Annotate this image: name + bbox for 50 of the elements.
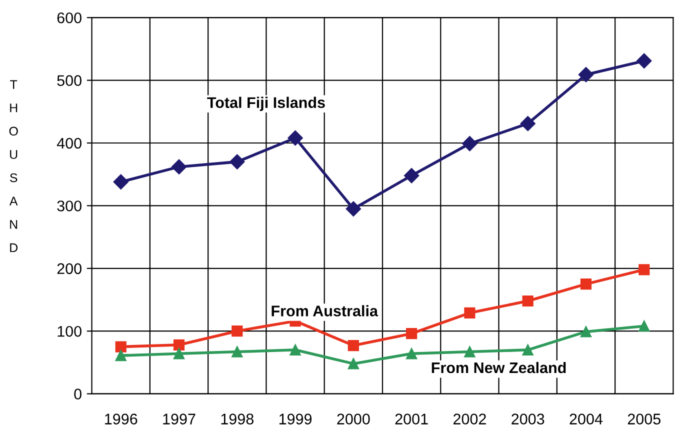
point [115,341,126,352]
x-tick-label: 2000 [337,414,370,424]
x-tick-label: 2002 [453,414,486,424]
point [464,346,476,358]
x-tick-label: 1998 [221,414,254,424]
point [404,168,420,184]
point [173,348,185,360]
y-tick-label: 400 [56,138,82,149]
y-tick-label: 500 [57,75,82,86]
point [522,344,534,356]
point [288,130,303,146]
x-tick-label: 1997 [163,414,196,424]
point [464,307,476,318]
point [173,339,185,350]
y-axis-title: THOUSAND [9,80,18,252]
text: Total Fiji Islands [207,96,325,112]
y-tick-label: 300 [57,200,82,212]
point [580,326,592,338]
y-tick-label: 200 [57,263,82,274]
point [113,174,128,190]
point [462,136,478,152]
y-tick-label: 100 [58,326,82,337]
point [348,358,359,370]
point [232,346,243,358]
series-label: From New Zealand [432,362,566,374]
point [638,320,650,332]
point [580,278,592,290]
point [230,154,245,170]
point [232,326,243,337]
series-label: From Australia [272,305,378,316]
x-tick-label: 2004 [570,414,603,424]
point [520,116,536,132]
point [348,340,359,352]
point [638,264,650,276]
x-tick-label: 1996 [105,414,138,424]
point [406,348,418,360]
y-tick-label: 0 [74,388,82,400]
point [578,67,594,82]
x-tick-label: 1999 [279,414,312,424]
point [290,344,301,356]
point [115,350,126,362]
point [406,328,418,340]
point [522,295,534,307]
x-tick-label: 2005 [628,414,660,424]
point [346,201,361,216]
point [636,53,652,68]
x-tick-label: 2003 [512,414,544,424]
point [171,159,187,174]
x-tick-label: 2001 [395,414,428,424]
y-tick-label: 600 [57,12,82,24]
